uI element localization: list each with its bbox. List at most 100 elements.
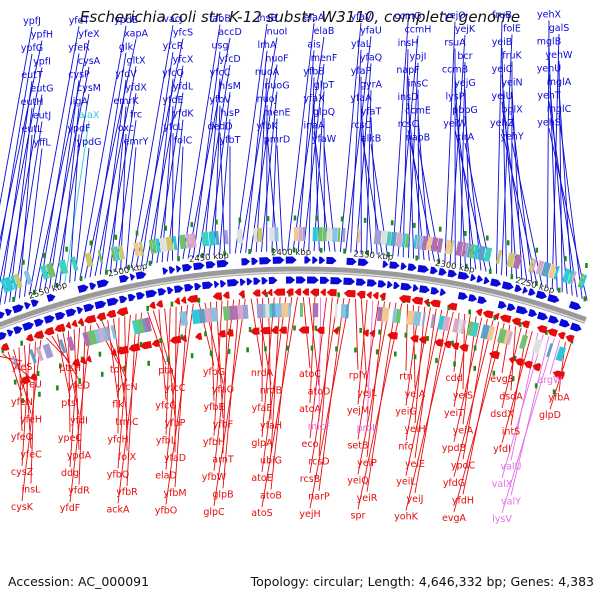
reverse-gene-label: ypdA: [67, 451, 92, 462]
forward-gene-label: ccmH: [405, 25, 432, 36]
reverse-gene-arrow: [169, 335, 182, 344]
reverse-feature-block: [269, 303, 272, 318]
forward-feature-block: [332, 227, 338, 242]
forward-tick: [177, 256, 180, 262]
reverse-gene-label: yfdR: [68, 486, 90, 497]
reverse-gene-connector: [309, 298, 351, 509]
reverse-gene-connector: [308, 297, 320, 386]
forward-feature-block: [455, 241, 464, 257]
reverse-feature-block: [66, 336, 76, 352]
feature-tracks: [0, 215, 588, 404]
forward-feature-block: [567, 270, 575, 285]
forward-feature-block: [535, 260, 545, 276]
reverse-tick: [534, 383, 538, 389]
forward-gene-arrow: [528, 309, 538, 317]
forward-gene-label: cysA: [78, 56, 101, 67]
forward-gene-connector: [0, 80, 33, 306]
reverse-tick: [21, 398, 24, 404]
reverse-gene-label: yejA: [405, 389, 426, 400]
reverse-gene-label: ddg: [61, 468, 79, 479]
forward-gene-connector: [287, 23, 315, 252]
reverse-tick: [20, 340, 23, 346]
forward-gene-arrow: [43, 315, 55, 324]
forward-gene-label: ccmE: [405, 106, 431, 117]
reverse-gene-label: rcsB: [300, 474, 320, 485]
forward-feature-block: [45, 262, 56, 279]
reverse-gene-label: glpC: [203, 507, 225, 518]
forward-gene-label: yeiU: [491, 91, 512, 102]
reverse-gene-arrow: [309, 288, 320, 296]
forward-gene-label: accD: [218, 27, 242, 38]
reverse-gene-label: valX: [492, 479, 513, 490]
reverse-gene-label: yfcH: [107, 434, 128, 445]
forward-gene-connector: [501, 128, 538, 285]
reverse-tick: [286, 345, 289, 351]
reverse-gene-label: rcsD: [308, 457, 329, 468]
forward-gene-arrow: [346, 257, 357, 266]
forward-gene-connector: [161, 106, 174, 263]
forward-feature-block: [547, 263, 557, 279]
forward-gene-connector: [245, 50, 268, 253]
forward-gene-connector: [350, 49, 362, 253]
forward-tick: [319, 247, 323, 253]
forward-feature-block: [133, 242, 141, 257]
forward-gene-arrow: [129, 273, 136, 281]
reverse-gene-connector: [510, 332, 539, 461]
reverse-gene-arrow: [537, 325, 548, 334]
forward-feature-block: [356, 228, 361, 244]
forward-gene-arrow: [119, 295, 128, 304]
forward-feature-block: [468, 243, 476, 259]
reverse-gene-label: yfbO: [155, 506, 177, 517]
reverse-gene-connector: [68, 330, 71, 433]
forward-gene-label: ccmG: [394, 11, 421, 22]
reverse-gene-arrow: [181, 334, 187, 343]
reverse-feature-block: [503, 330, 510, 345]
forward-gene-label: yeiW: [443, 119, 467, 130]
forward-gene-labels: ypfJ ypfH ypfG ypfI eutT eutG eutH eutJ eutL yffL…: [21, 9, 573, 148]
reverse-gene-connector: [56, 334, 71, 398]
forward-tick: [390, 220, 394, 226]
reverse-tick: [78, 378, 81, 384]
reverse-gene-arrow: [0, 342, 10, 351]
forward-gene-connector: [454, 102, 477, 270]
forward-tick: [366, 250, 369, 256]
forward-gene-arrow: [135, 271, 147, 280]
reverse-feature-block: [546, 343, 554, 358]
forward-feature-block: [10, 275, 18, 290]
forward-gene-arrow: [389, 261, 400, 269]
forward-gene-label: nuoI: [267, 27, 288, 38]
forward-gene-arrow: [0, 311, 5, 320]
forward-tick: [557, 287, 561, 293]
reverse-gene-connector: [357, 299, 368, 405]
reverse-gene-connector: [357, 302, 391, 475]
reverse-gene-arrow: [238, 290, 245, 298]
forward-feature-block: [3, 276, 15, 292]
reverse-gene-label: micF: [308, 422, 331, 433]
forward-gene-connector: [558, 114, 583, 300]
forward-gene-connector: [548, 101, 578, 298]
forward-feature-block: [530, 258, 537, 274]
forward-gene-connector: [9, 107, 33, 302]
reverse-gene-arrow: [270, 326, 279, 334]
forward-gene-arrow: [304, 256, 312, 264]
forward-feature-block: [148, 239, 154, 254]
reverse-gene-label: yeiL: [396, 477, 416, 488]
forward-gene-arrow: [65, 308, 77, 318]
reverse-gene-arrow: [451, 342, 460, 350]
forward-gene-label: yejK: [455, 24, 476, 35]
forward-gene-arrow: [386, 281, 393, 289]
forward-gene-label: yfbK: [256, 121, 278, 132]
reverse-gene-label: yfbA: [548, 393, 570, 404]
forward-gene-connector: [219, 119, 231, 255]
forward-gene-arrow: [6, 329, 14, 337]
forward-gene-label: alkB: [361, 133, 381, 144]
reverse-gene-label: dsdX: [490, 409, 514, 420]
forward-gene-label: yfaP: [351, 66, 372, 77]
forward-gene-arrow: [477, 296, 487, 304]
forward-gene-connector: [345, 36, 372, 253]
reverse-gene-label: yohK: [394, 512, 418, 523]
forward-gene-arrow: [357, 258, 369, 266]
forward-gene-arrow: [285, 276, 296, 284]
forward-gene-arrow: [343, 277, 356, 285]
